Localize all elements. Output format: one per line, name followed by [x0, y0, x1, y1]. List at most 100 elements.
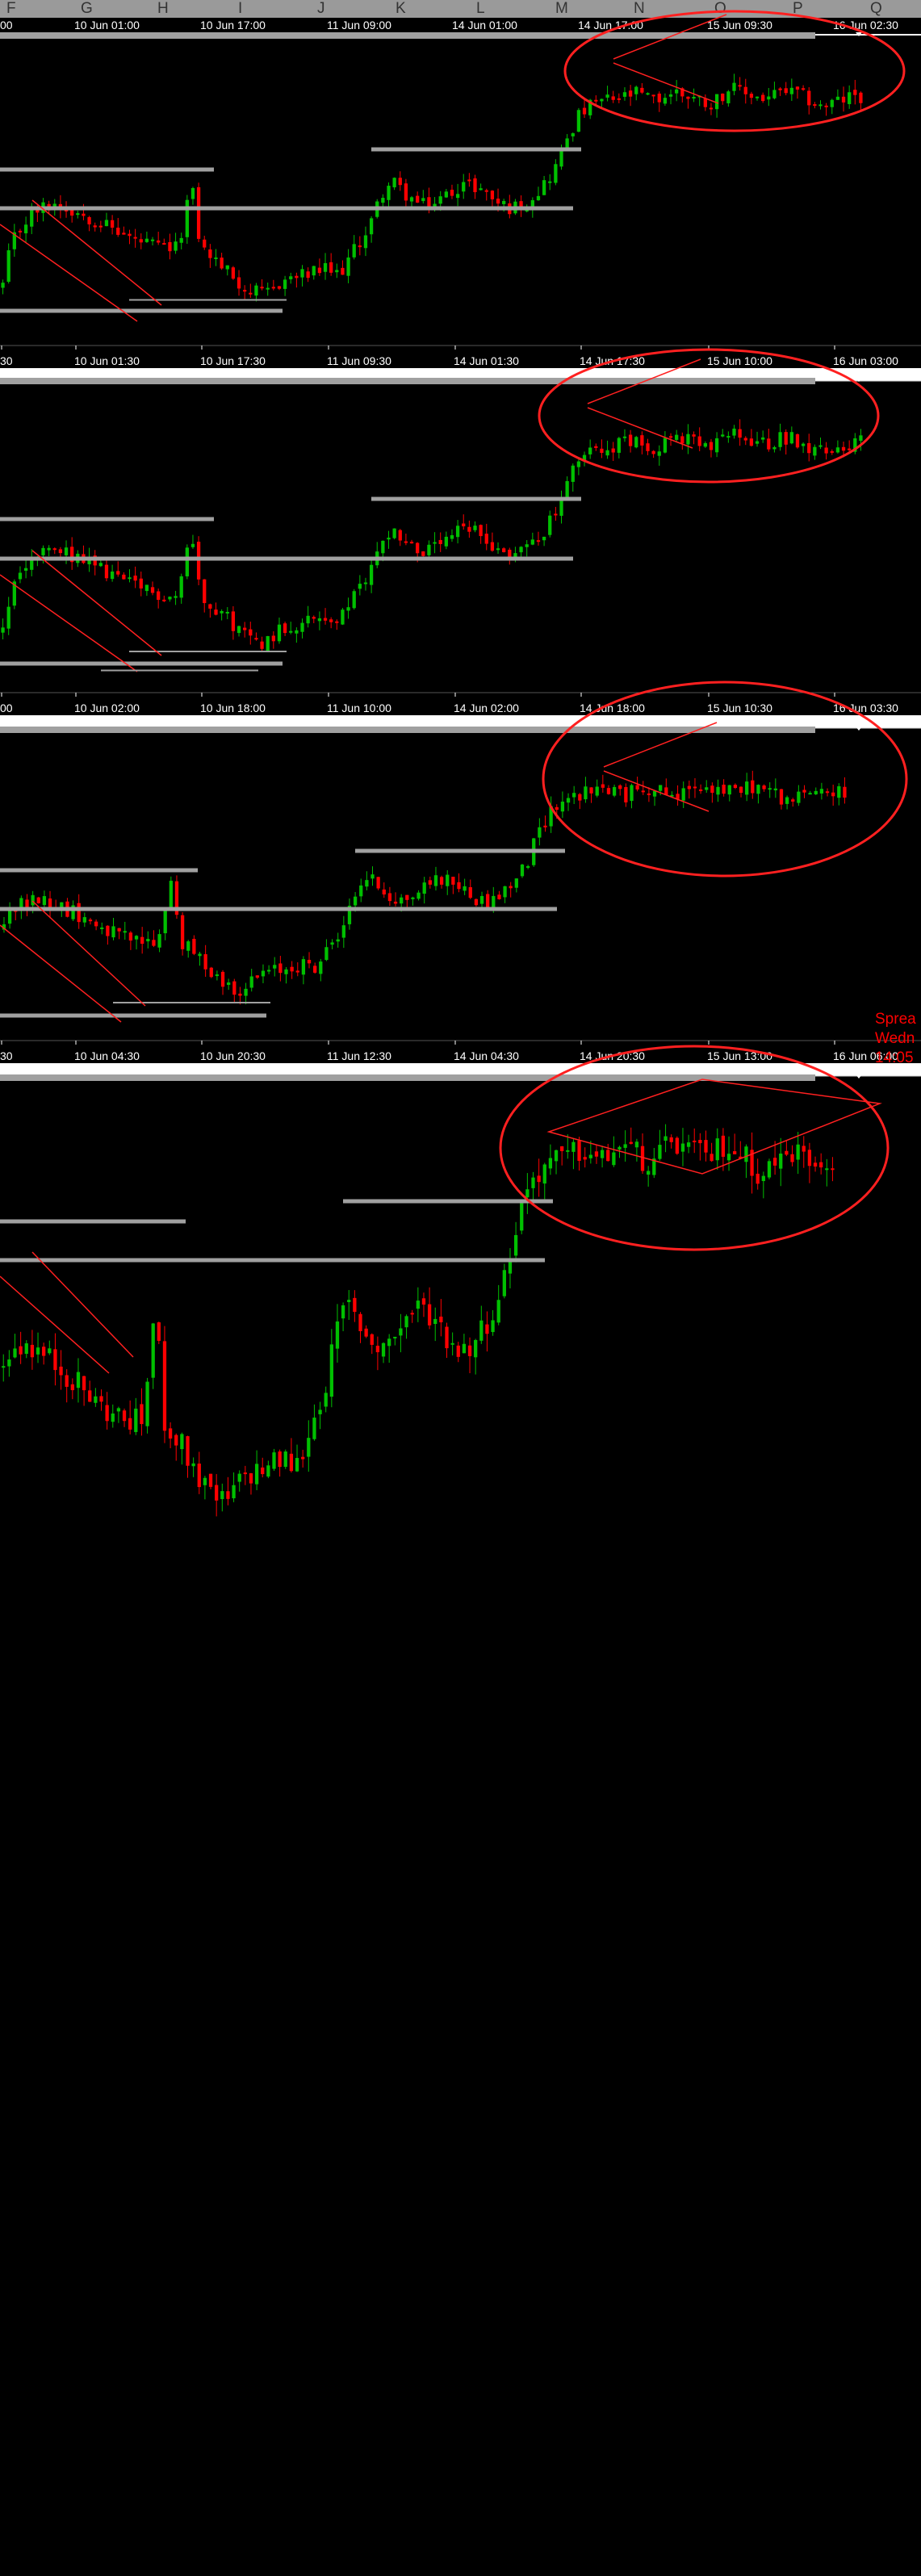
spread-overlay-text: 14:05	[875, 1049, 914, 1066]
candle-body	[98, 563, 103, 567]
x-tick-label: 10 Jun 20:30	[200, 1049, 266, 1062]
candle-body	[779, 789, 784, 805]
candle-body	[404, 183, 408, 201]
candle-body	[254, 285, 258, 296]
candle-body	[87, 217, 91, 224]
candle-body	[365, 880, 369, 887]
candle-body	[473, 526, 477, 530]
candle-body	[6, 250, 10, 283]
x-tick-label: 11 Jun 10:00	[327, 702, 391, 714]
candle-body	[375, 1346, 380, 1353]
candle-body	[467, 526, 471, 532]
candle-body	[410, 1313, 414, 1315]
candle-body	[104, 564, 109, 579]
candle-body	[438, 196, 442, 204]
candle-body	[433, 1318, 437, 1325]
candle-body	[651, 94, 655, 97]
candle-body	[670, 794, 674, 797]
candle-body	[174, 881, 179, 915]
candle-body	[353, 1297, 357, 1313]
candle-body	[249, 976, 253, 988]
x-tick-label: 00	[0, 702, 13, 714]
candle-body	[692, 97, 696, 99]
candle-body	[502, 200, 506, 204]
x-tick-label: 14 Jun 04:30	[454, 1049, 519, 1062]
consolidation-ellipse	[499, 1045, 890, 1251]
candle-body	[370, 1334, 374, 1345]
candle-body	[664, 787, 668, 795]
chart-panel-2: 00 10 Jun 02:00 10 Jun 18:00 11 Jun 10:00 14…	[0, 348, 921, 729]
candle-body	[144, 584, 149, 592]
candle-body	[346, 257, 350, 276]
candle-body	[306, 271, 310, 279]
candle-body	[502, 1270, 506, 1296]
candle-body	[382, 889, 386, 894]
candle-body	[703, 98, 707, 107]
column-header-K: K	[396, 0, 406, 17]
column-header-O: O	[714, 0, 726, 17]
candle-body	[733, 785, 738, 789]
candle-body	[283, 1451, 287, 1468]
spread-overlay-text: Sprea	[875, 1011, 916, 1028]
candle-body	[450, 190, 454, 196]
candle-body	[398, 178, 402, 186]
candle-body	[739, 1156, 743, 1159]
candle-body	[209, 967, 213, 978]
candle-body	[162, 243, 166, 245]
candle-body	[530, 539, 534, 545]
candle-body	[163, 909, 167, 934]
trendline	[0, 224, 138, 322]
candle-body	[738, 85, 742, 87]
candle-body	[157, 591, 161, 600]
scroll-marker-icon	[856, 32, 862, 36]
candle-body	[687, 785, 691, 790]
candle-body	[19, 898, 23, 911]
candle-body	[346, 607, 350, 611]
candle-body	[185, 547, 189, 576]
candle-body	[335, 270, 339, 273]
candle-body	[117, 928, 121, 932]
candle-body	[70, 210, 74, 216]
candle-body	[203, 239, 207, 248]
candle-body	[824, 447, 828, 454]
candle-body	[814, 790, 818, 794]
candle-body	[594, 446, 598, 448]
candle-body	[761, 437, 765, 440]
candle-body	[203, 1477, 207, 1485]
candle-body	[52, 548, 57, 551]
candle-body	[192, 938, 196, 954]
x-tick-label: 11 Jun 09:30	[327, 354, 391, 367]
candle-body	[301, 959, 306, 975]
candle-body	[116, 571, 120, 575]
candle-body	[762, 785, 766, 790]
candle-body	[525, 865, 530, 868]
candle-body	[18, 230, 23, 232]
candle-body	[837, 785, 841, 798]
candle-body	[110, 220, 115, 228]
candle-body	[790, 1154, 794, 1162]
candle-body	[335, 1321, 340, 1349]
trendline	[31, 199, 162, 306]
candle-body	[554, 164, 558, 183]
candle-body	[577, 1140, 581, 1161]
candle-body	[490, 542, 495, 551]
candle-body	[128, 233, 132, 237]
candle-body	[174, 596, 178, 598]
candle-body	[600, 1150, 605, 1158]
candle-body	[404, 541, 408, 543]
candle-body	[30, 1344, 35, 1358]
pattern-line	[603, 722, 718, 768]
candle-body	[624, 787, 628, 802]
candle-body	[329, 1344, 333, 1397]
candle-body	[841, 96, 846, 103]
candle-body	[36, 208, 40, 213]
chart-panel-3: 30 10 Jun 04:30 10 Jun 20:30 11 Jun 12:30 14…	[0, 681, 921, 1077]
candle-body	[352, 591, 356, 609]
candle-body	[359, 885, 363, 897]
candle-body	[341, 267, 345, 275]
candle-body	[369, 564, 374, 585]
consolidation-ellipse	[542, 681, 908, 878]
top-time-label: 15 Jun 09:30	[707, 19, 772, 31]
candle-body	[525, 1189, 530, 1198]
